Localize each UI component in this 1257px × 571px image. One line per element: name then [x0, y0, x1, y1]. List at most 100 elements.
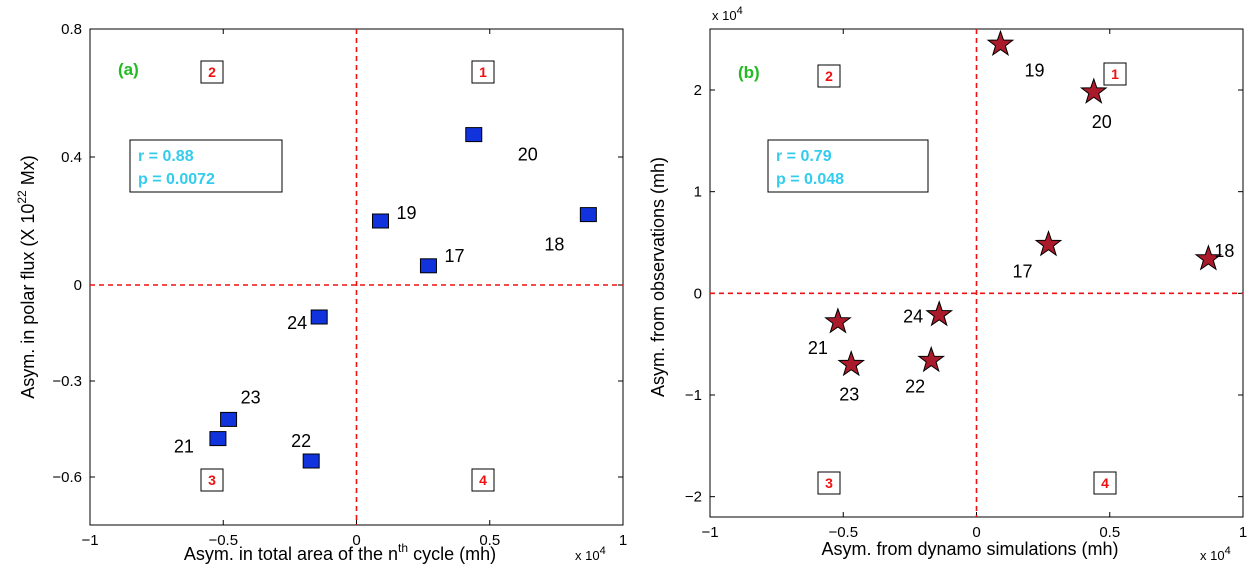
quadrant-box-3 [817, 471, 841, 495]
y-axis-label: Asym. from observations (mh) [648, 157, 668, 397]
y-label-main: Asym. from observations (mh) [648, 157, 668, 397]
point-label-19: 19 [1024, 60, 1044, 80]
quadrant-box-1 [1103, 62, 1127, 86]
quadrant-box-2 [200, 60, 224, 84]
quadrant-number: 1 [1111, 66, 1119, 82]
data-point-17 [1034, 229, 1063, 257]
stat-r: r = 0.79 [776, 148, 832, 165]
x-tick-label: 1 [619, 532, 627, 549]
quadrant-box-3 [200, 468, 224, 492]
data-point-21 [824, 307, 852, 334]
quadrant-number: 4 [479, 472, 487, 488]
y-tick-label: −0.3 [52, 373, 82, 390]
y-tick-label: 0.4 [61, 149, 82, 166]
x-multiplier-exp: 4 [600, 545, 606, 557]
point-label-18: 18 [1214, 241, 1234, 261]
x-axis-label: Asym. from dynamo simulations (mh) [821, 539, 1118, 559]
panel-label: (a) [118, 60, 139, 79]
x-tick-label: −1 [81, 532, 98, 549]
data-point-19 [986, 29, 1015, 57]
point-label-24: 24 [287, 313, 307, 333]
point-label-17: 17 [444, 246, 464, 266]
x-tick-label: 0 [352, 532, 360, 549]
quadrant-number: 3 [825, 475, 833, 491]
y-multiplier-base: x 10 [712, 8, 737, 23]
stat-r: r = 0.88 [138, 148, 194, 165]
data-point-24 [925, 300, 954, 327]
x-tick-label: 1 [1239, 524, 1247, 541]
quadrant-number: 1 [479, 64, 487, 80]
x-label-sup: th [398, 541, 408, 555]
x-tick-label: −0.5 [208, 532, 238, 549]
x-label-tail: cycle (mh) [408, 544, 496, 564]
y-tick-label: 0 [694, 285, 702, 302]
data-point-19 [371, 213, 389, 229]
stat-p: p = 0.048 [776, 171, 844, 188]
quadrant-box-4 [1093, 471, 1117, 495]
data-point-20 [1079, 77, 1108, 104]
x-multiplier-base: x 10 [1200, 548, 1225, 563]
point-label-21: 21 [808, 338, 828, 358]
panel-label: (b) [738, 63, 760, 82]
data-point-23 [220, 411, 238, 427]
y-label-main: Asym. in polar flux (X 10 [18, 204, 38, 399]
y-tick-label: −0.6 [52, 469, 82, 486]
point-label-21: 21 [174, 437, 194, 457]
x-tick-label: 0.5 [1099, 524, 1120, 541]
stats-box [767, 139, 929, 193]
y-label-tail: Mx) [18, 155, 38, 190]
x-multiplier-exp: 4 [1225, 545, 1231, 557]
point-label-22: 22 [905, 376, 925, 396]
x-tick-label: −1 [701, 524, 718, 541]
quadrant-number: 3 [208, 472, 216, 488]
x-label-main: Asym. in total area of the n [184, 544, 398, 564]
point-label-24: 24 [903, 307, 923, 327]
quadrant-box-2 [817, 64, 841, 88]
data-point-22 [302, 453, 320, 469]
y-multiplier-exp: 4 [737, 5, 743, 17]
stats-box [129, 139, 283, 193]
point-label-17: 17 [1012, 262, 1032, 282]
y-axis-multiplier: x 104 [712, 5, 743, 23]
data-point-18 [579, 207, 597, 223]
y-tick-label: −2 [685, 489, 702, 506]
chart-panel-a: −1 −0.5 0 0.5 1−0.6−0.300.40.8(a) 123 4r = 0.8… [15, 21, 627, 564]
x-tick-label: 0.5 [479, 532, 500, 549]
quadrant-number: 2 [208, 64, 216, 80]
data-point-17 [419, 258, 437, 274]
point-label-20: 20 [518, 145, 538, 165]
data-point-18 [1194, 244, 1223, 271]
data-point-24 [310, 309, 328, 325]
data-point-21 [209, 431, 227, 447]
x-axis-multiplier: x 104 [1200, 545, 1231, 563]
point-label-19: 19 [396, 203, 416, 223]
x-tick-label: −0.5 [828, 524, 858, 541]
data-point-22 [917, 345, 946, 373]
y-tick-label: 2 [694, 82, 702, 99]
point-label-23: 23 [241, 387, 261, 407]
quadrant-number: 2 [825, 68, 833, 84]
x-multiplier-base: x 10 [575, 548, 600, 563]
point-label-23: 23 [839, 385, 859, 405]
x-label-main: Asym. from dynamo simulations (mh) [821, 539, 1118, 559]
point-label-18: 18 [544, 235, 564, 255]
stat-p: p = 0.0072 [138, 171, 215, 188]
y-tick-label: −1 [685, 387, 702, 404]
x-axis-label: Asym. in total area of the nth cycle (mh… [184, 541, 496, 564]
point-label-22: 22 [291, 431, 311, 451]
quadrant-number: 4 [1101, 475, 1109, 491]
data-point-20 [465, 127, 483, 143]
y-tick-label: 1 [694, 184, 702, 201]
y-tick-label: 0.8 [61, 21, 82, 38]
y-tick-label: 0 [74, 277, 82, 294]
x-tick-label: 0 [972, 524, 980, 541]
point-label-20: 20 [1092, 112, 1112, 132]
x-axis-multiplier: x 104 [575, 545, 606, 563]
y-label-sup: 22 [15, 190, 29, 204]
quadrant-box-1 [471, 60, 495, 84]
y-axis-label: Asym. in polar flux (X 1022 Mx) [15, 155, 38, 398]
quadrant-box-4 [471, 468, 495, 492]
data-point-23 [837, 349, 866, 377]
